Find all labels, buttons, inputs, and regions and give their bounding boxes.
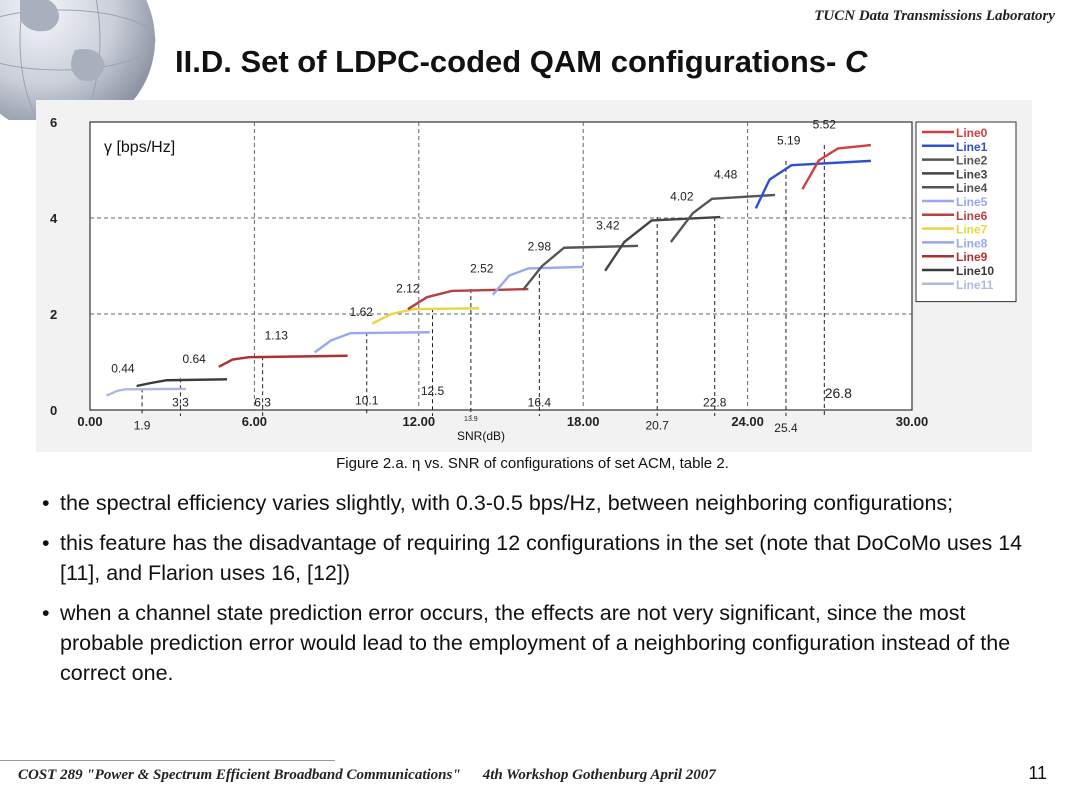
legend-label: Line6 (956, 209, 988, 223)
threshold-label: 20.7 (646, 418, 670, 432)
value-label: 1.62 (350, 305, 374, 319)
y-tick-label: 6 (50, 115, 57, 130)
y-tick-label: 0 (50, 403, 57, 418)
y-tick-label: 2 (50, 307, 57, 322)
threshold-label: 16.4 (528, 395, 552, 409)
value-label: 2.98 (528, 240, 552, 254)
value-label: 2.12 (396, 281, 420, 295)
chart-area: 0.00 6.00 12.00 18.00 24.00 30.00 0 2 4 6 γ [bps/H… (36, 100, 1032, 452)
series-line-line6 (407, 287, 529, 311)
bullet-item: when a channel state prediction error oc… (38, 598, 1028, 688)
series-line-line5 (491, 265, 584, 296)
threshold-label: 25.4 (774, 421, 798, 435)
threshold-label: 3.3 (172, 395, 189, 409)
footer-divider (0, 760, 335, 761)
legend-label: Line2 (956, 154, 988, 168)
series-line-line0 (801, 143, 872, 190)
value-label: 0.44 (111, 362, 135, 376)
x-tick-label: 30.00 (896, 414, 929, 429)
x-tick-label: 18.00 (567, 414, 600, 429)
value-label: 4.02 (670, 190, 694, 204)
slide-title-suffix: C (844, 44, 868, 79)
value-label: 4.48 (714, 168, 738, 182)
value-label: 5.52 (813, 118, 837, 132)
lab-name: TUCN Data Transmissions Laboratory (814, 8, 1055, 24)
legend-label: Line1 (956, 140, 988, 154)
x-tick-label: 0.00 (77, 414, 102, 429)
page-number: 11 (1028, 763, 1047, 783)
series-line-line8 (313, 331, 430, 354)
series-line-line1 (754, 159, 871, 209)
y-axis-label: γ [bps/Hz] (104, 139, 175, 156)
y-tick-label: 4 (50, 211, 58, 226)
value-label: 3.42 (596, 219, 620, 233)
value-label: 0.64 (182, 352, 206, 366)
threshold-label: 26.8 (825, 385, 852, 401)
legend-label: Line11 (956, 278, 994, 292)
footer: COST 289 "Power & Spectrum Efficient Bro… (18, 767, 716, 784)
threshold-label: 13.9 (464, 416, 478, 423)
footer-workshop: 4th Workshop Gothenburg April 2007 (482, 767, 716, 783)
series-line-line9 (218, 354, 348, 368)
legend-box (915, 121, 1017, 303)
value-label: 5.19 (777, 134, 801, 148)
threshold-label: 6.3 (254, 395, 271, 409)
legend-label: Line8 (956, 236, 988, 250)
x-tick-label: 24.00 (731, 414, 764, 429)
plot-area (89, 121, 913, 411)
slide-title-main: II.D. Set of LDPC-coded QAM configuratio… (175, 44, 837, 79)
globe-logo (0, 0, 156, 120)
series-line-line4 (521, 244, 639, 291)
legend-label: Line0 (956, 126, 988, 140)
legend-label: Line3 (956, 167, 988, 181)
series-line-line2 (669, 193, 776, 243)
series-line-line11 (105, 387, 186, 397)
slide-title: II.D. Set of LDPC-coded QAM configuratio… (175, 44, 867, 80)
legend-label: Line10 (956, 264, 994, 278)
threshold-label: 1.9 (134, 418, 151, 432)
snr-efficiency-chart: 0.00 6.00 12.00 18.00 24.00 30.00 0 2 4 6 γ [bps/H… (36, 100, 1032, 452)
threshold-label: 12.5 (421, 384, 445, 398)
series-line-line10 (136, 378, 228, 388)
bullet-item: the spectral efficiency varies slightly,… (38, 488, 1028, 518)
series-line-line7 (371, 307, 480, 325)
footer-conference: COST 289 "Power & Spectrum Efficient Bro… (18, 767, 461, 783)
x-axis-label: SNR(dB) (457, 429, 505, 443)
x-tick-label: 6.00 (242, 414, 267, 429)
value-label: 2.52 (470, 262, 494, 276)
legend-label: Line5 (956, 195, 988, 209)
threshold-label: 10.1 (355, 393, 379, 407)
x-tick-label: 12.00 (403, 414, 436, 429)
bullet-item: this feature has the disadvantage of req… (38, 528, 1028, 588)
value-label: 1.13 (265, 328, 289, 342)
figure-caption: Figure 2.a. η vs. SNR of configurations … (336, 455, 729, 472)
series-line-line3 (604, 215, 721, 272)
legend-label: Line4 (956, 181, 988, 195)
bullet-list: the spectral efficiency varies slightly,… (38, 488, 1028, 698)
legend-label: Line9 (956, 250, 988, 264)
threshold-label: 22.8 (703, 395, 727, 409)
legend-label: Line7 (956, 223, 988, 237)
